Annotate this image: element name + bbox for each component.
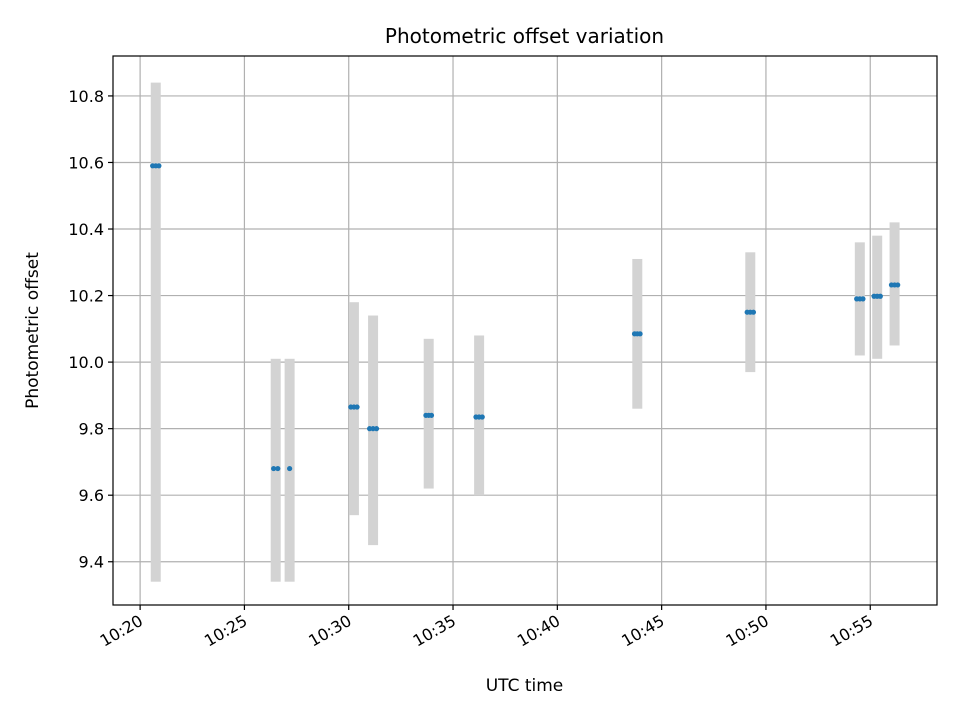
y-axis-label: Photometric offset [23, 252, 43, 409]
data-point [287, 465, 293, 472]
y-tick-label: 9.8 [79, 420, 104, 439]
data-point [877, 293, 883, 299]
data-point [271, 465, 277, 472]
x-tick-label: 10:20 [97, 611, 146, 651]
x-tick-label: 10:55 [827, 611, 876, 651]
data-point [895, 282, 901, 288]
y-tick-label: 9.4 [79, 553, 104, 572]
x-tick-label: 10:35 [410, 611, 459, 651]
data-point [373, 426, 380, 432]
data-point [354, 404, 360, 410]
data-point [479, 414, 485, 420]
chart-title: Photometric offset variation [385, 24, 664, 48]
plot-frame [112, 55, 938, 606]
data-point [750, 309, 757, 315]
x-tick-label: 10:25 [201, 611, 250, 651]
data-point [156, 163, 162, 169]
grid-layer [113, 56, 937, 605]
y-tick-label: 10.8 [68, 87, 104, 106]
data-point [860, 296, 866, 302]
y-tick-label: 10.2 [68, 287, 104, 306]
y-tick-label: 10.4 [68, 220, 104, 239]
error-bar [150, 82, 161, 582]
y-tick-label: 10.6 [68, 153, 104, 172]
x-tick-label: 10:40 [514, 611, 563, 651]
data-point-layer [150, 163, 901, 472]
data-point [275, 465, 281, 472]
y-tick-label: 9.6 [79, 486, 104, 505]
x-axis-label: UTC time [486, 676, 564, 696]
x-axis-ticks: 10:20 10:25 10:30 10:35 10:40 10:45 10:50 10:55 [97, 605, 876, 651]
x-tick-label: 10:50 [723, 611, 772, 651]
data-point [428, 412, 435, 418]
x-tick-label: 10:30 [305, 611, 354, 651]
data-point [637, 331, 643, 337]
y-tick-label: 10.0 [68, 353, 104, 372]
error-bar [270, 358, 281, 582]
x-tick-label: 10:45 [618, 611, 667, 651]
error-bar-layer [150, 82, 900, 582]
y-axis-ticks: 9.4 9.6 9.8 10.0 10.2 10.4 10.6 10.8 [68, 87, 113, 572]
